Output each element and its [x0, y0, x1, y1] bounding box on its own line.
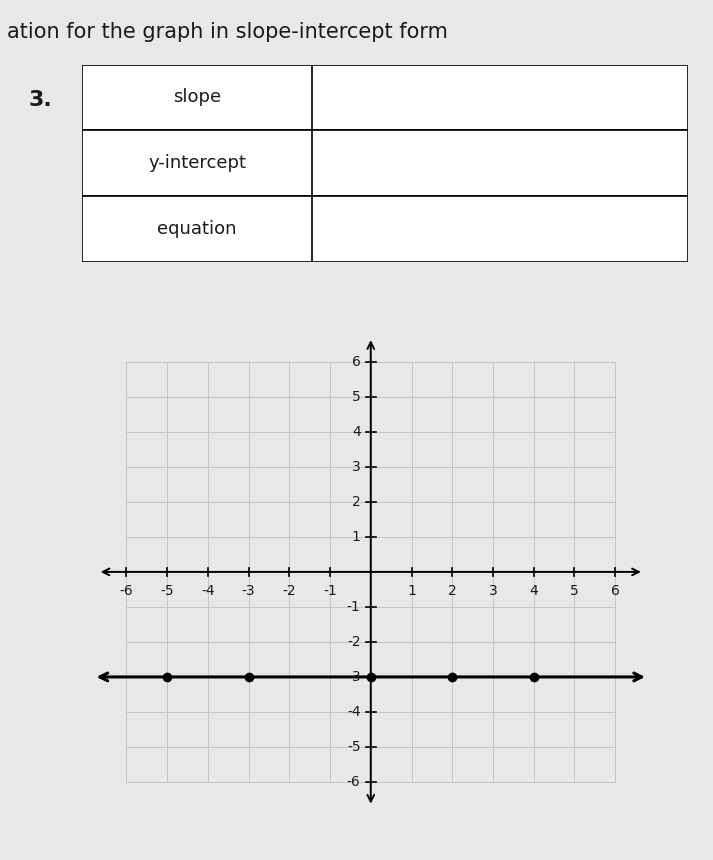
Text: -5: -5 — [347, 740, 361, 754]
Text: 1: 1 — [352, 530, 361, 544]
Text: 6: 6 — [611, 584, 620, 599]
Text: 4: 4 — [529, 584, 538, 599]
Text: -6: -6 — [347, 775, 361, 789]
Bar — [82, 131, 688, 196]
Text: -6: -6 — [120, 584, 133, 599]
Text: 3: 3 — [488, 584, 498, 599]
Text: -5: -5 — [160, 584, 174, 599]
Text: 4: 4 — [352, 425, 361, 439]
Text: equation: equation — [158, 220, 237, 238]
Text: y-intercept: y-intercept — [148, 155, 246, 172]
Text: -1: -1 — [323, 584, 337, 599]
Text: 3: 3 — [352, 460, 361, 474]
Text: -1: -1 — [347, 600, 361, 614]
Text: 2: 2 — [448, 584, 456, 599]
Text: 5: 5 — [352, 390, 361, 404]
Text: -2: -2 — [347, 635, 361, 649]
Text: -4: -4 — [347, 705, 361, 719]
Text: -2: -2 — [282, 584, 296, 599]
Text: -3: -3 — [242, 584, 255, 599]
Text: ation for the graph in slope-intercept form: ation for the graph in slope-intercept f… — [7, 22, 448, 41]
Text: 5: 5 — [570, 584, 579, 599]
Text: 2: 2 — [352, 494, 361, 509]
Text: 1: 1 — [407, 584, 416, 599]
Text: slope: slope — [173, 89, 221, 107]
Text: -3: -3 — [347, 670, 361, 684]
Bar — [82, 64, 688, 131]
Text: 6: 6 — [352, 355, 361, 369]
Text: 3.: 3. — [29, 90, 52, 110]
Text: -4: -4 — [201, 584, 215, 599]
Bar — [82, 196, 688, 262]
